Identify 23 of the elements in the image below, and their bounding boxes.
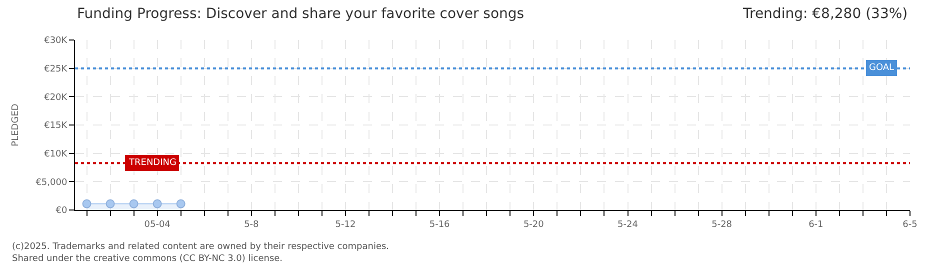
x-tick-label: 5-12 [335,220,356,230]
x-tick-label: 5-8 [244,220,260,230]
y-tick-label: €0 [56,206,68,216]
y-tick-label: €15K [44,121,68,132]
chart-title: Funding Progress: Discover and share your favorite cover songs [77,6,524,22]
chart-subtitle: Trending: €8,280 (33%) [742,6,908,22]
ref-line-label: GOAL [869,63,894,73]
ref-line-label: TRENDING [128,158,176,168]
y-tick-label: €5,000 [36,178,68,188]
x-tick-label: 5-28 [712,220,732,230]
x-tick-label: 05-04 [144,220,171,230]
x-tick-label: 6-5 [902,220,918,230]
x-tick-label: 6-1 [808,220,824,230]
y-axis-title: PLEDGED [11,104,22,146]
x-tick-label: 5-20 [523,220,544,230]
y-tick-label: €25K [44,64,68,74]
x-tick-label: 5-16 [429,220,450,230]
text: Shared under the creative commons (CC BY-NC 3.0) license. [12,254,283,264]
text: (c)2025. Trademarks and related content are owned by their respective companies. [12,242,390,252]
y-tick-label: €20K [44,92,68,103]
x-tick-label: 5-24 [618,220,638,230]
y-tick-label: €30K [44,36,68,46]
y-tick-label: €10K [44,149,68,160]
